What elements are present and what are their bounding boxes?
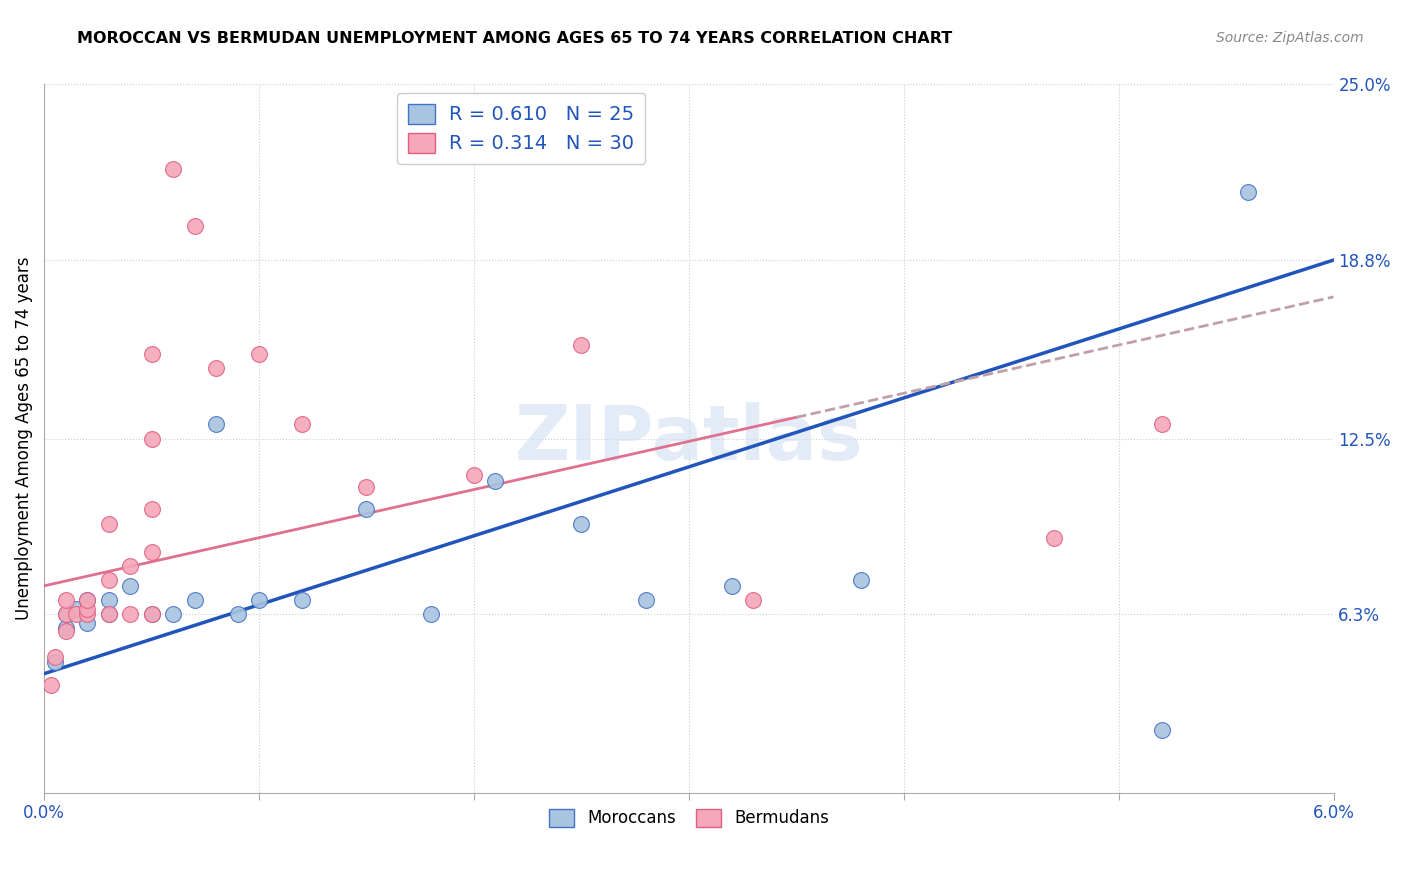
Legend: Moroccans, Bermudans: Moroccans, Bermudans: [541, 802, 835, 834]
Point: [97, 593, 120, 607]
Point: [291, 593, 314, 607]
Text: MOROCCAN VS BERMUDAN UNEMPLOYMENT AMONG AGES 65 TO 74 YEARS CORRELATION CHART: MOROCCAN VS BERMUDAN UNEMPLOYMENT AMONG …: [77, 31, 953, 46]
Point: [569, 516, 592, 531]
Point: [55, 607, 77, 622]
Point: [141, 607, 163, 622]
Point: [1150, 723, 1173, 738]
Point: [97, 607, 120, 622]
Point: [356, 480, 378, 494]
Point: [97, 516, 120, 531]
Point: [1236, 185, 1258, 199]
Point: [849, 573, 872, 587]
Point: [120, 559, 142, 574]
Point: [44, 656, 66, 670]
Point: [720, 579, 742, 593]
Point: [65, 607, 87, 622]
Point: [97, 573, 120, 587]
Point: [76, 601, 98, 615]
Point: [742, 593, 765, 607]
Text: ZIPatlas: ZIPatlas: [515, 401, 863, 475]
Point: [55, 607, 77, 622]
Point: [55, 624, 77, 639]
Point: [44, 649, 66, 664]
Point: [162, 162, 184, 177]
Point: [141, 432, 163, 446]
Point: [356, 502, 378, 516]
Y-axis label: Unemployment Among Ages 65 to 74 years: Unemployment Among Ages 65 to 74 years: [15, 257, 32, 620]
Point: [569, 338, 592, 352]
Point: [162, 607, 184, 622]
Point: [419, 607, 441, 622]
Point: [247, 593, 270, 607]
Point: [65, 601, 87, 615]
Point: [97, 607, 120, 622]
Point: [484, 474, 506, 488]
Point: [76, 593, 98, 607]
Point: [55, 621, 77, 635]
Point: [141, 346, 163, 360]
Point: [120, 579, 142, 593]
Point: [141, 545, 163, 559]
Point: [1043, 531, 1066, 545]
Point: [226, 607, 249, 622]
Point: [141, 502, 163, 516]
Point: [463, 468, 485, 483]
Point: [55, 593, 77, 607]
Point: [634, 593, 657, 607]
Point: [76, 593, 98, 607]
Point: [205, 360, 228, 375]
Point: [183, 219, 205, 233]
Point: [76, 615, 98, 630]
Point: [141, 607, 163, 622]
Point: [1150, 417, 1173, 432]
Point: [39, 678, 62, 692]
Point: [205, 417, 228, 432]
Point: [76, 607, 98, 622]
Text: Source: ZipAtlas.com: Source: ZipAtlas.com: [1216, 31, 1364, 45]
Point: [183, 593, 205, 607]
Point: [247, 346, 270, 360]
Point: [120, 607, 142, 622]
Point: [291, 417, 314, 432]
